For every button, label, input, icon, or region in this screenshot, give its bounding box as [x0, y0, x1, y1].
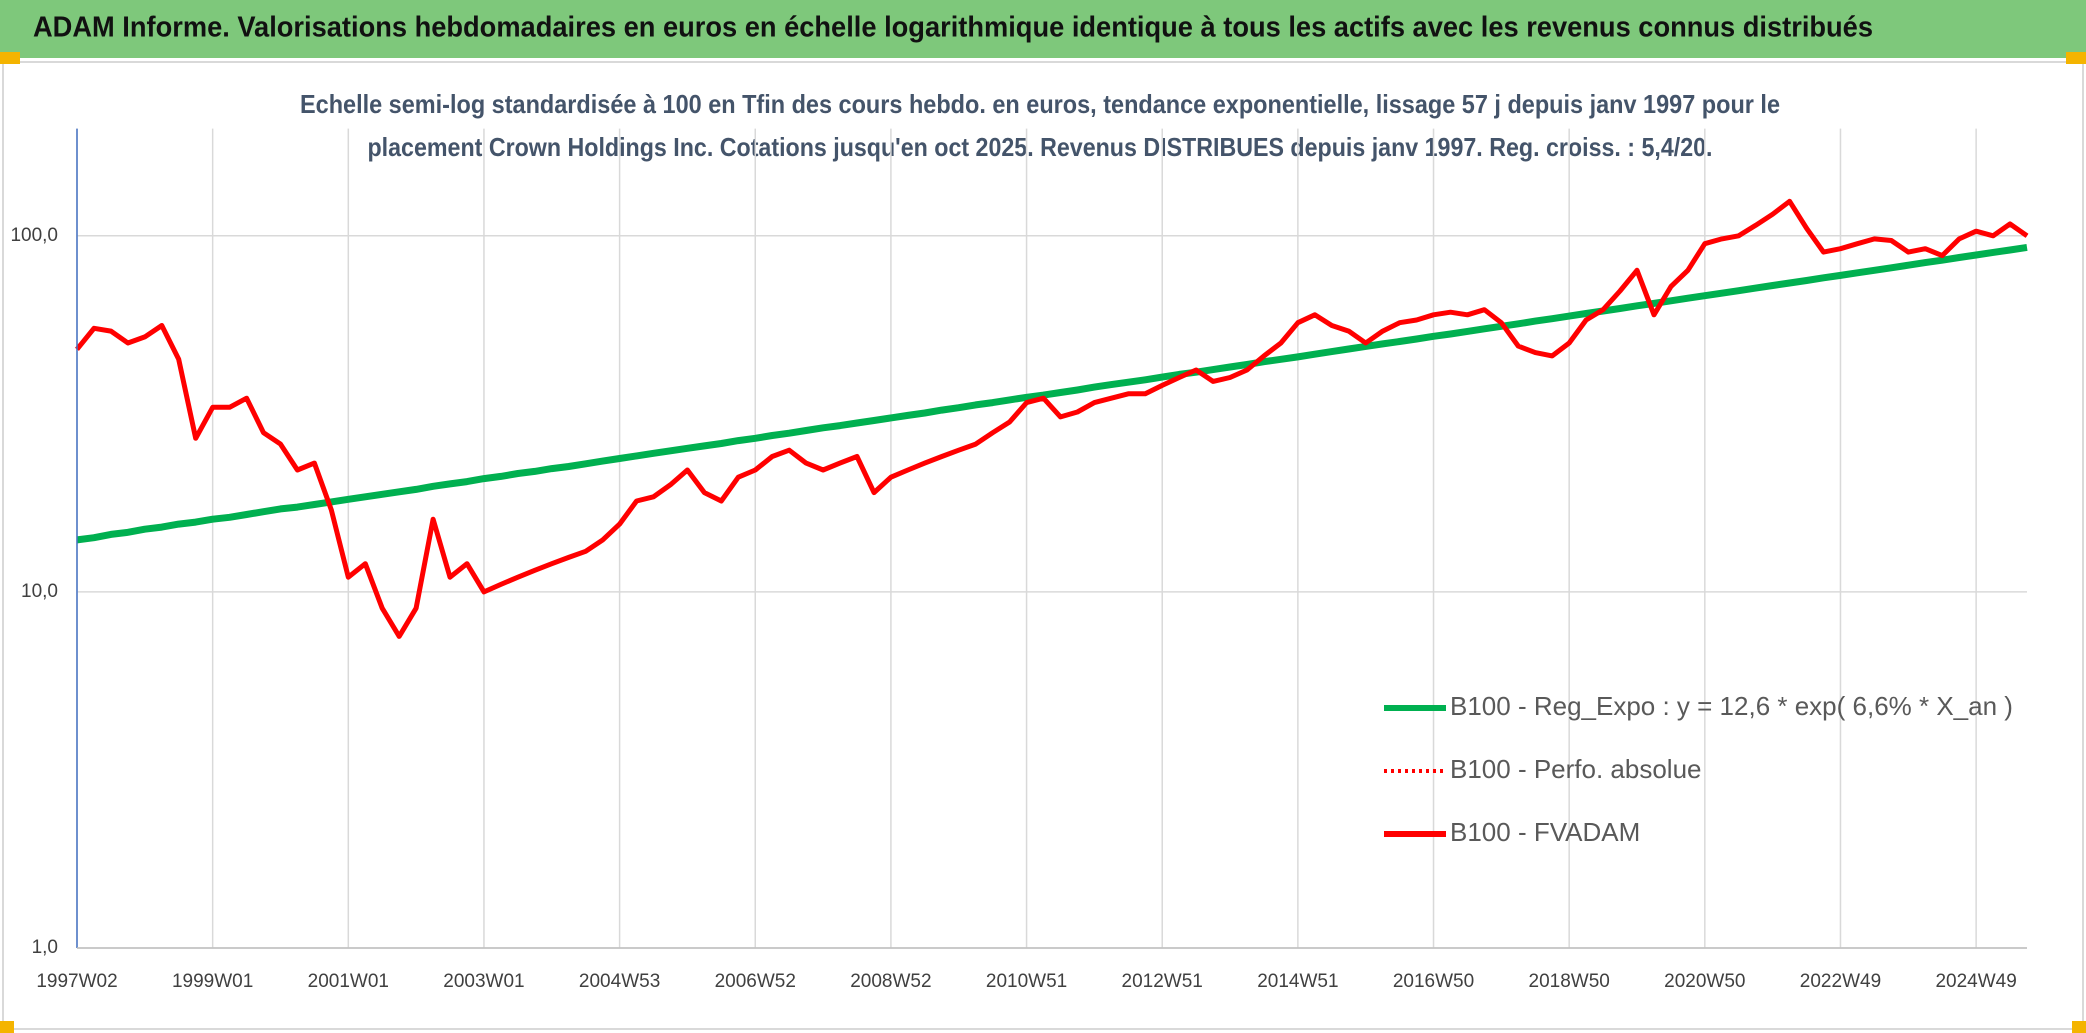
y-tick-label: 1,0 — [32, 937, 58, 958]
chart-subtitle: placement Crown Holdings Inc. Cotations … — [368, 132, 1713, 162]
chart-title: ADAM Informe. Valorisations hebdomadaire… — [33, 12, 1873, 44]
corner-mark — [0, 1021, 14, 1033]
y-tick-label: 100,0 — [10, 225, 58, 246]
series-line — [76, 243, 2028, 544]
legend-label: B100 - Reg_Expo : y = 12,6 * exp( 6,6% *… — [1450, 691, 2013, 721]
y-tick-label: 10,0 — [21, 581, 58, 602]
axes: 1,0 10,0 100,0 1997W02 1999W01 2001W01 2003W01… — [10, 128, 2027, 992]
chart-frame — [2, 61, 2084, 1030]
corner-mark — [0, 52, 20, 64]
corner-mark — [2072, 1021, 2086, 1033]
legend-label: B100 - Perfo. absolue — [1450, 754, 1702, 784]
x-tick-label: 2008W52 — [850, 971, 931, 992]
x-tick-label: 2018W50 — [1529, 971, 1610, 992]
x-tick-label: 2016W50 — [1393, 971, 1474, 992]
legend-label: B100 - FVADAM — [1450, 817, 1640, 847]
chart-subtitle: Echelle semi-log standardisée à 100 en T… — [300, 89, 1780, 119]
x-tick-label: 1999W01 — [172, 971, 253, 992]
x-tick-label: 2010W51 — [986, 971, 1067, 992]
x-tick-label: 2001W01 — [308, 971, 389, 992]
legend: B100 - Reg_Expo : y = 12,6 * exp( 6,6% *… — [1384, 691, 2013, 847]
series-line — [75, 198, 2029, 639]
header-bar — [0, 0, 2086, 58]
x-tick-label: 2022W49 — [1800, 971, 1881, 992]
x-tick-label: 2006W52 — [715, 971, 796, 992]
corner-mark — [2066, 52, 2086, 64]
x-tick-label: 2014W51 — [1257, 971, 1338, 992]
x-tick-label: 2020W50 — [1664, 971, 1745, 992]
x-tick-label: 1997W02 — [36, 971, 117, 992]
x-tick-label: 2012W51 — [1122, 971, 1203, 992]
plot-lines — [75, 198, 2029, 639]
x-tick-label: 2024W49 — [1935, 971, 2016, 992]
x-tick-label: 2003W01 — [443, 971, 524, 992]
x-tick-label: 2004W53 — [579, 971, 660, 992]
